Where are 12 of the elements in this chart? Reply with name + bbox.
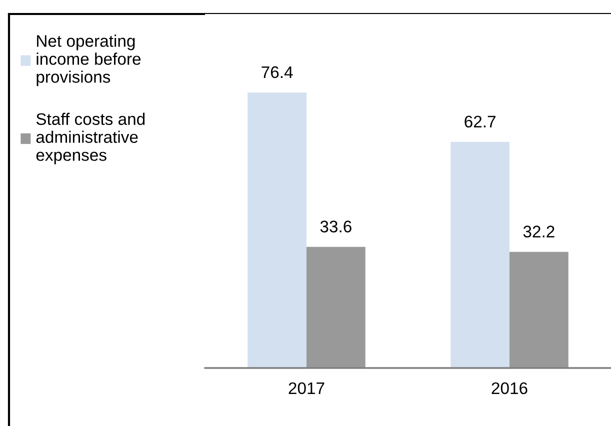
data-label: 62.7 — [464, 116, 496, 128]
bar — [306, 246, 366, 368]
data-label: 33.6 — [320, 220, 352, 232]
x-tick-label: 2017 — [288, 382, 324, 394]
data-label: 76.4 — [262, 66, 293, 78]
data-label: 32.2 — [523, 226, 554, 238]
x-tick-label: 2016 — [492, 382, 528, 394]
legend-label: Net operating income before provisions — [36, 34, 141, 86]
bar — [450, 142, 510, 368]
legend-label: Staff costs and administrative expenses — [36, 112, 145, 164]
bar — [248, 92, 306, 368]
bar — [510, 252, 568, 368]
